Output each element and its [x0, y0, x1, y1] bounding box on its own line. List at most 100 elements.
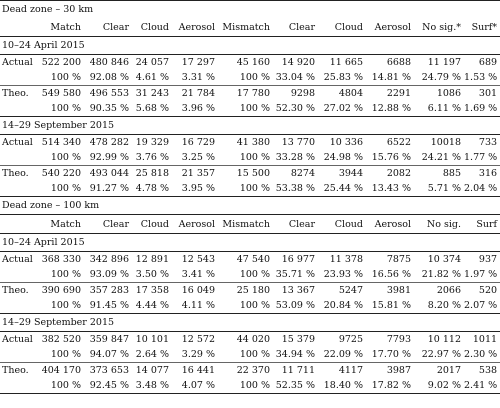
percent-cell: 100 %: [40, 181, 84, 197]
count-cell: 25 818: [135, 168, 169, 179]
percent-cell: 100 %: [40, 150, 84, 166]
count-cell: 9725: [338, 334, 363, 345]
percent-cell: 35.71 %: [273, 267, 318, 283]
count-cell: 15 379: [281, 334, 315, 345]
count-cell: 733: [478, 137, 498, 148]
section-title: Dead zone – 30 km: [0, 0, 500, 18]
count-cell: 41 380: [236, 137, 270, 148]
table-row-percent: 100 % 90.35 % 5.68 % 3.96 % 100 % 52.30 % 27.0…: [0, 101, 500, 117]
header-row: Match Clear Cloud Aerosol Mismatch Clear Cloud…: [0, 18, 500, 37]
column-header: No sig.*: [414, 18, 464, 37]
column-header: Clear: [273, 214, 318, 234]
row-label-blank: [0, 378, 40, 394]
percent-cell: 1.69 %: [464, 101, 500, 117]
row-label: Theo.: [2, 88, 29, 99]
percent-cell: 100 %: [218, 101, 273, 117]
percent-cell: 25.44 %: [318, 181, 366, 197]
percent-cell: 100 %: [40, 378, 84, 394]
count-cell: 8274: [290, 168, 315, 179]
count-cell: 480 846: [89, 57, 129, 68]
period-title: 10–24 April 2015: [0, 233, 500, 252]
count-cell: 1011: [472, 334, 498, 345]
percent-cell: 17.82 %: [366, 378, 414, 394]
count-cell: 44 020: [236, 334, 270, 345]
count-cell: 2082: [386, 168, 411, 179]
count-cell: 11 197: [427, 57, 461, 68]
count-cell: 373 653: [89, 365, 129, 376]
count-cell: 10 101: [135, 334, 169, 345]
count-cell: 2066: [436, 285, 461, 296]
column-header: No sig.: [414, 214, 464, 234]
count-cell: 16 729: [181, 137, 215, 148]
count-cell: 4117: [338, 365, 363, 376]
count-cell: 17 780: [236, 88, 270, 99]
count-cell: 5247: [338, 285, 363, 296]
percent-cell: 24.21 %: [414, 150, 464, 166]
percent-cell: 91.45 %: [84, 298, 132, 314]
table-row: Theo. 404 170 373 653 14 077 16 441 22 370 11 …: [0, 363, 500, 379]
percent-cell: 2.07 %: [464, 298, 500, 314]
count-cell: 885: [442, 168, 461, 179]
column-header: Mismatch: [218, 18, 273, 37]
period-title-text: 14–29 September 2015: [0, 313, 500, 332]
column-header: Match: [40, 214, 84, 234]
row-label-blank: [0, 70, 40, 86]
count-cell: 6688: [386, 57, 411, 68]
percent-cell: 3.48 %: [132, 378, 172, 394]
count-cell: 11 711: [281, 365, 315, 376]
percent-cell: 53.38 %: [273, 181, 318, 197]
count-cell: 404 170: [41, 365, 81, 376]
count-cell: 16 977: [281, 254, 315, 265]
period-title-text: 10–24 April 2015: [0, 36, 500, 55]
count-cell: 10 336: [329, 137, 363, 148]
count-cell: 14 920: [281, 57, 315, 68]
count-cell: 31 243: [135, 88, 169, 99]
percent-cell: 92.99 %: [84, 150, 132, 166]
percent-cell: 15.81 %: [366, 298, 414, 314]
count-cell: 17 297: [181, 57, 215, 68]
table-row-percent: 100 % 93.09 % 3.50 % 3.41 % 100 % 35.71 % 23.9…: [0, 267, 500, 283]
count-cell: 15 500: [236, 168, 270, 179]
period-title-text: 10–24 April 2015: [0, 233, 500, 252]
percent-cell: 6.11 %: [414, 101, 464, 117]
percent-cell: 3.50 %: [132, 267, 172, 283]
count-cell: 2017: [436, 365, 461, 376]
column-header: Aerosol: [366, 18, 414, 37]
column-header: Aerosol: [366, 214, 414, 234]
count-cell: 342 896: [89, 254, 129, 265]
percent-cell: 52.30 %: [273, 101, 318, 117]
percent-cell: 3.25 %: [172, 150, 218, 166]
percent-cell: 2.41 %: [464, 378, 500, 394]
percent-cell: 100 %: [218, 70, 273, 86]
percent-cell: 100 %: [40, 267, 84, 283]
column-header: Aerosol: [172, 214, 218, 234]
row-label: Actual: [2, 57, 33, 68]
percent-cell: 33.28 %: [273, 150, 318, 166]
table-row-percent: 100 % 92.99 % 3.76 % 3.25 % 100 % 33.28 % 24.9…: [0, 150, 500, 166]
count-cell: 7875: [386, 254, 411, 265]
count-cell: 13 770: [281, 137, 315, 148]
percent-cell: 5.68 %: [132, 101, 172, 117]
section-title: Dead zone – 100 km: [0, 196, 500, 215]
count-cell: 520: [478, 285, 498, 296]
count-cell: 3987: [386, 365, 411, 376]
percent-cell: 3.76 %: [132, 150, 172, 166]
column-header: Cloud: [318, 214, 366, 234]
percent-cell: 4.11 %: [172, 298, 218, 314]
percent-cell: 4.61 %: [132, 70, 172, 86]
count-cell: 10 374: [427, 254, 461, 265]
percent-cell: 3.31 %: [172, 70, 218, 86]
count-cell: 2291: [386, 88, 411, 99]
percent-cell: 20.84 %: [318, 298, 366, 314]
count-cell: 6522: [386, 137, 411, 148]
percent-cell: 4.78 %: [132, 181, 172, 197]
section-title-text: Dead zone – 30 km: [0, 0, 500, 18]
percent-cell: 90.35 %: [84, 101, 132, 117]
percent-cell: 92.08 %: [84, 70, 132, 86]
period-title-text: 14–29 September 2015: [0, 116, 500, 135]
count-cell: 21 357: [181, 168, 215, 179]
row-label: Actual: [2, 254, 33, 265]
table-row-percent: 100 % 92.45 % 3.48 % 4.07 % 100 % 52.35 % 18.4…: [0, 378, 500, 394]
count-cell: 47 540: [236, 254, 270, 265]
column-header: Match: [40, 18, 84, 37]
